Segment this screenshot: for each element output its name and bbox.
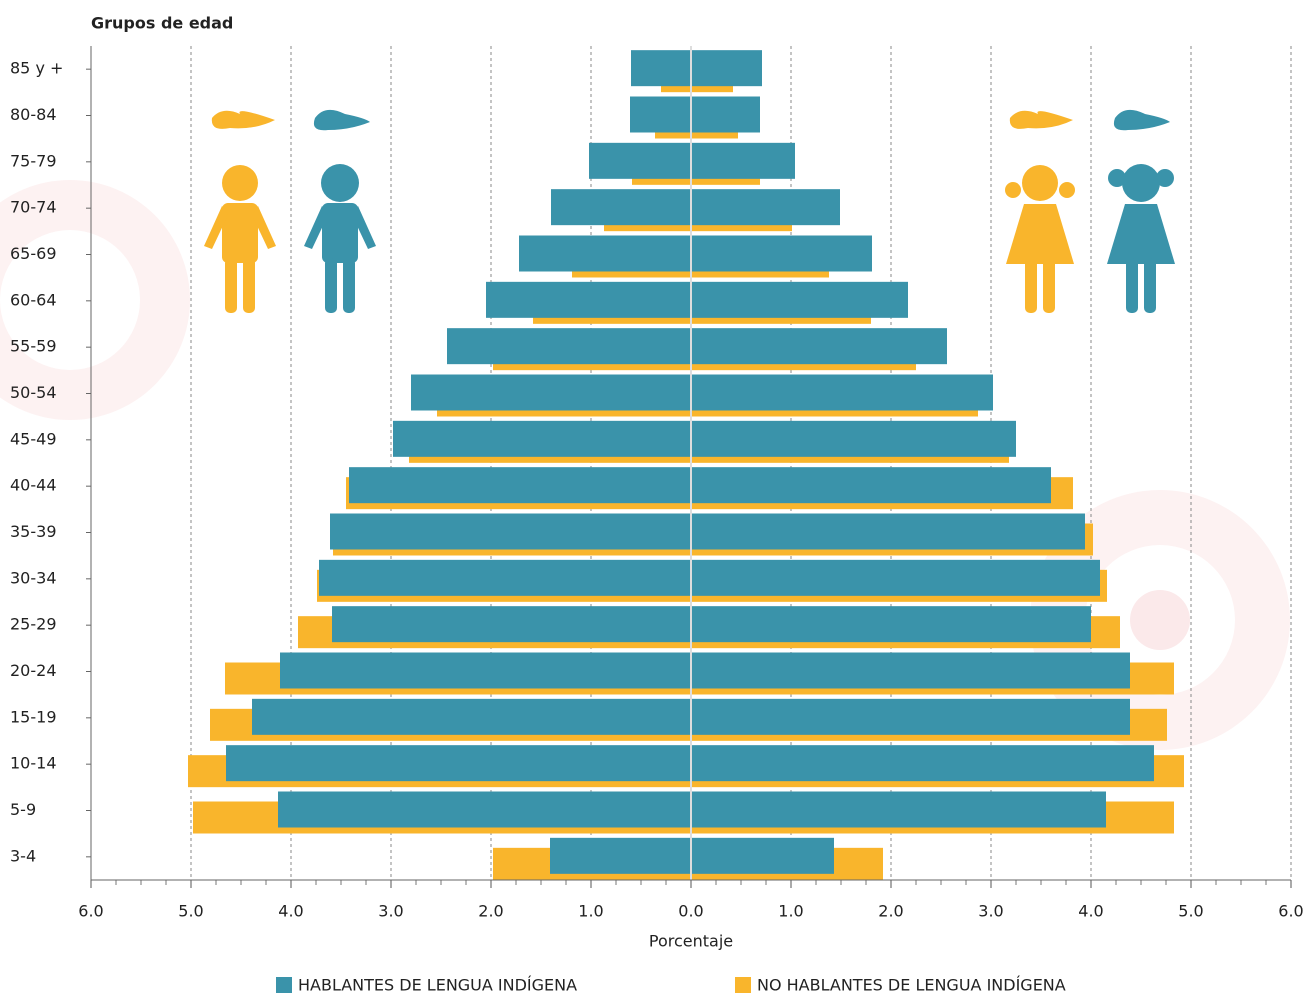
- x-tick-label: 0.0: [678, 902, 703, 921]
- legend-swatch: [735, 977, 751, 993]
- bar: [691, 513, 1085, 550]
- bar: [486, 281, 691, 318]
- y-tick-label: 50-54: [10, 383, 57, 402]
- y-tick-label: 15-19: [10, 707, 57, 726]
- bar: [589, 142, 691, 179]
- bar: [691, 189, 840, 226]
- bar: [691, 281, 908, 318]
- bar: [691, 791, 1106, 828]
- legend-swatch: [276, 977, 292, 993]
- y-tick-label: 75-79: [10, 151, 57, 170]
- y-tick-label: 85 y +: [10, 59, 63, 78]
- y-tick-label: 20-24: [10, 661, 57, 680]
- bar: [550, 837, 691, 874]
- y-axis-title: Grupos de edad: [91, 14, 233, 33]
- bar: [691, 837, 834, 874]
- x-tick-label: 1.0: [578, 902, 603, 921]
- bar: [411, 374, 691, 411]
- x-tick-label: 4.0: [278, 902, 303, 921]
- y-tick-label: 40-44: [10, 476, 57, 495]
- bar: [332, 606, 691, 643]
- y-tick-label: 3-4: [10, 846, 36, 865]
- bar: [691, 559, 1100, 596]
- y-tick-label: 60-64: [10, 290, 57, 309]
- bar: [691, 96, 760, 133]
- y-tick-label: 55-59: [10, 337, 57, 356]
- y-tick-label: 70-74: [10, 198, 57, 217]
- x-tick-label: 3.0: [978, 902, 1003, 921]
- icons: [204, 109, 1175, 313]
- bar: [349, 467, 691, 504]
- y-tick-label: 5-9: [10, 800, 36, 819]
- y-tick-label: 25-29: [10, 615, 57, 634]
- x-tick-label: 2.0: [878, 902, 903, 921]
- bar: [691, 50, 762, 87]
- bar: [691, 374, 993, 411]
- bar: [226, 745, 691, 782]
- boy-icon: [204, 110, 276, 313]
- girl-speaker-icon: [1107, 109, 1175, 313]
- x-tick-label: 2.0: [478, 902, 503, 921]
- plot-area: [188, 46, 1292, 880]
- bar: [691, 235, 872, 272]
- x-tick-label: 6.0: [78, 902, 103, 921]
- x-tick-label: 5.0: [1178, 902, 1203, 921]
- legend-label: NO HABLANTES DE LENGUA INDÍGENA: [757, 976, 1066, 994]
- y-tick-label: 30-34: [10, 568, 57, 587]
- bar: [330, 513, 691, 550]
- bar: [278, 791, 691, 828]
- legend-label: HABLANTES DE LENGUA INDÍGENA: [298, 976, 577, 994]
- x-tick-label: 5.0: [178, 902, 203, 921]
- x-axis-title: Porcentaje: [649, 932, 733, 951]
- bar: [691, 142, 795, 179]
- x-tick-label: 1.0: [778, 902, 803, 921]
- y-tick-label: 10-14: [10, 754, 57, 773]
- x-tick-label: 4.0: [1078, 902, 1103, 921]
- girl-icon: [1005, 110, 1075, 313]
- boy-speaker-icon: [304, 109, 376, 313]
- bar: [551, 189, 691, 226]
- bar: [691, 420, 1016, 457]
- bar: [691, 652, 1130, 689]
- y-tick-label: 80-84: [10, 105, 57, 124]
- bar: [319, 559, 691, 596]
- bar: [519, 235, 691, 272]
- bar: [631, 50, 691, 87]
- bar: [393, 420, 691, 457]
- bar: [691, 698, 1130, 735]
- y-tick-label: 45-49: [10, 429, 57, 448]
- bar: [630, 96, 691, 133]
- bar: [252, 698, 691, 735]
- bar: [447, 328, 691, 365]
- bar: [691, 328, 947, 365]
- y-tick-label: 35-39: [10, 522, 57, 541]
- bar: [691, 467, 1051, 504]
- bar: [691, 606, 1091, 643]
- bar: [280, 652, 691, 689]
- y-tick-label: 65-69: [10, 244, 57, 263]
- x-tick-label: 3.0: [378, 902, 403, 921]
- x-tick-label: 6.0: [1278, 902, 1303, 921]
- bar: [691, 745, 1154, 782]
